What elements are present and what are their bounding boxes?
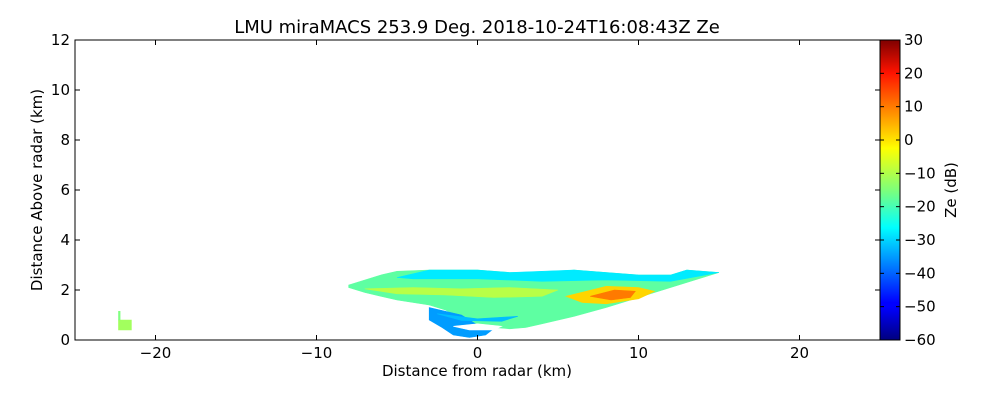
colorbar-tick-label: 30 bbox=[904, 31, 923, 49]
y-tick-label: 6 bbox=[60, 181, 70, 199]
echo-peak-core bbox=[590, 289, 636, 301]
colorbar-label: Ze (dB) bbox=[942, 162, 960, 218]
echo-upper-core bbox=[364, 287, 559, 298]
x-axis-label: Distance from radar (km) bbox=[382, 362, 572, 380]
y-tick-label: 8 bbox=[60, 131, 70, 149]
y-tick-label: 12 bbox=[51, 31, 70, 49]
echo-ground-clutter bbox=[118, 319, 132, 331]
x-axis-ticks: −20 −10 0 10 20 bbox=[140, 40, 809, 362]
y-axis-label: Distance Above radar (km) bbox=[28, 89, 46, 291]
colorbar-tick-label: 10 bbox=[904, 98, 923, 116]
echo-layer bbox=[118, 269, 720, 338]
x-tick-label: 10 bbox=[629, 344, 648, 362]
echo-ground-clutter-stem bbox=[118, 310, 121, 321]
colorbar bbox=[879, 39, 901, 341]
x-tick-label: −20 bbox=[140, 344, 172, 362]
colorbar-ticks: 30 20 10 0 −10 −20 −30 −40 −50 −60 bbox=[880, 31, 936, 349]
echo-echo-gap bbox=[453, 323, 503, 331]
y-tick-label: 2 bbox=[60, 281, 70, 299]
x-tick-label: 0 bbox=[473, 344, 483, 362]
colorbar-tick-label: −20 bbox=[904, 198, 936, 216]
y-tick-label: 4 bbox=[60, 231, 70, 249]
colorbar-tick-label: −10 bbox=[904, 164, 936, 182]
colorbar-tick-label: 0 bbox=[904, 131, 914, 149]
echo-lower-weak-band bbox=[437, 313, 518, 322]
colorbar-tick-label: −60 bbox=[904, 331, 936, 349]
x-tick-label: −10 bbox=[301, 344, 333, 362]
colorbar-tick-label: −30 bbox=[904, 231, 936, 249]
colorbar-tick-label: 20 bbox=[904, 64, 923, 82]
y-tick-label: 0 bbox=[60, 331, 70, 349]
y-tick-label: 10 bbox=[51, 81, 70, 99]
colorbar-tick-label: −50 bbox=[904, 298, 936, 316]
chart-title: LMU miraMACS 253.9 Deg. 2018-10-24T16:08… bbox=[234, 17, 720, 38]
x-tick-label: 20 bbox=[790, 344, 809, 362]
colorbar-tick-label: −40 bbox=[904, 264, 936, 282]
y-axis-ticks: 0 2 4 6 8 10 12 bbox=[51, 31, 880, 349]
echo-cloud-top bbox=[396, 269, 720, 282]
